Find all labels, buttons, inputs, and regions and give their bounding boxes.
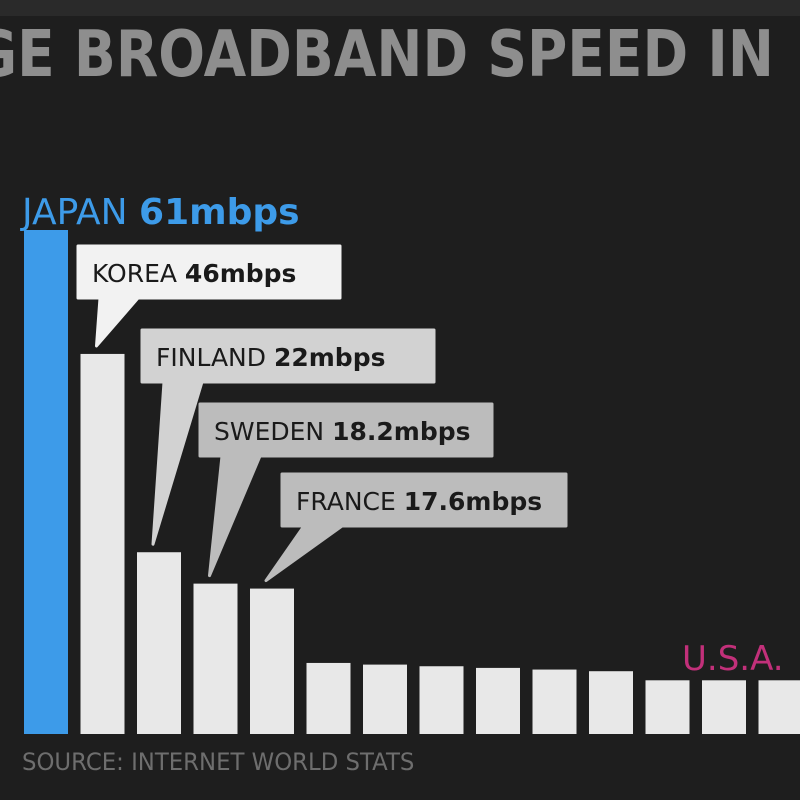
label-finland-name: FINLAND (156, 343, 274, 372)
bars-layer (24, 230, 800, 734)
labels-layer: JAPAN 61mbps KOREA 46mbps FINLAND 22mbps SW… (20, 192, 784, 679)
callout-finland (140, 328, 436, 546)
bar-country-9 (476, 667, 520, 734)
bar-japan (24, 230, 68, 734)
bar-country-7 (363, 664, 407, 734)
label-france-name: FRANCE (296, 487, 404, 516)
bar-country-12 (645, 680, 690, 734)
label-japan: JAPAN 61mbps (20, 192, 300, 233)
label-korea: KOREA 46mbps (92, 259, 296, 288)
label-sweden-name: SWEDEN (214, 417, 332, 446)
label-sweden-value: 18.2mbps (332, 417, 470, 446)
label-france-value: 17.6mbps (404, 487, 542, 516)
bar-france (250, 588, 294, 734)
source-note: SOURCE: INTERNET WORLD STATS (22, 748, 415, 776)
bar-sweden (193, 583, 238, 734)
bar-country-8 (419, 666, 464, 734)
label-korea-value: 46mbps (185, 259, 297, 288)
bar-finland (137, 552, 181, 734)
label-japan-name: JAPAN (20, 192, 139, 233)
callout-korea (76, 244, 342, 348)
chart-title: GE BROADBAND SPEED IN (0, 18, 774, 92)
label-usa: U.S.A. (682, 639, 784, 679)
callout-sweden (198, 402, 494, 578)
bar-korea (80, 353, 125, 734)
bar-country-6 (306, 662, 351, 734)
callout-layer (76, 244, 568, 583)
callout-france (264, 472, 568, 583)
label-france: FRANCE 17.6mbps (296, 487, 542, 516)
label-finland-value: 22mbps (274, 343, 386, 372)
label-korea-name: KOREA (92, 259, 185, 288)
bar-country-11 (589, 671, 633, 734)
bar-country-14 (758, 680, 800, 734)
label-finland: FINLAND 22mbps (156, 343, 385, 372)
bar-country-10 (532, 669, 577, 734)
label-sweden: SWEDEN 18.2mbps (214, 417, 471, 446)
bar-country-13 (702, 680, 746, 734)
top-border (0, 0, 800, 16)
label-japan-value: 61mbps (139, 192, 300, 233)
